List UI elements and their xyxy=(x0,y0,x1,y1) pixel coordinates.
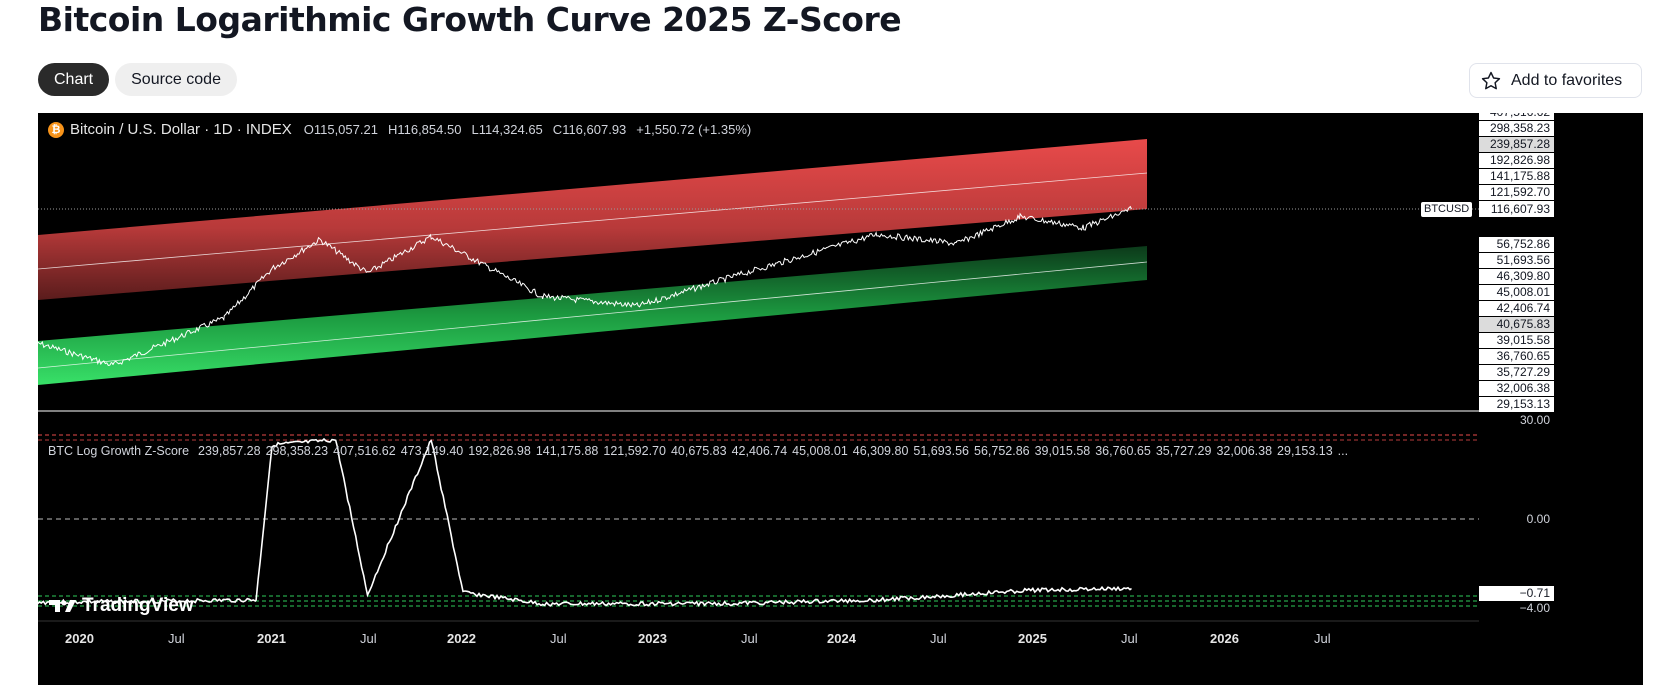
price-axis-label: 36,760.65 xyxy=(1479,349,1554,364)
indicator-name[interactable]: BTC Log Growth Z-Score xyxy=(48,444,190,458)
time-axis-year: 2020 xyxy=(65,631,94,646)
last-price-label: 116,607.93 xyxy=(1479,201,1554,217)
zscore-axis-mid: 0.00 xyxy=(1526,512,1550,526)
zscore-axis-top: 30.00 xyxy=(1519,413,1550,427)
indicator-value: 407,516.62 xyxy=(333,444,396,458)
ohlc-open: O115,057.21 xyxy=(303,122,378,137)
ohlc-high: H116,854.50 xyxy=(387,122,462,137)
price-axis-label: 32,006.38 xyxy=(1479,381,1554,396)
price-axis-label: 298,358.23 xyxy=(1479,121,1554,136)
indicator-value: 51,693.56 xyxy=(913,444,969,458)
price-axis-label: 51,693.56 xyxy=(1479,253,1554,268)
indicator-value: 473,149.40 xyxy=(400,444,464,458)
indicator-value: 39,015.58 xyxy=(1034,444,1091,458)
chart-canvas[interactable] xyxy=(38,113,1643,685)
zscore-series-line xyxy=(38,437,1132,607)
price-axis-label: 121,592.70 xyxy=(1479,185,1554,200)
time-axis-month: Jul xyxy=(930,631,947,646)
time-axis-year: 2022 xyxy=(447,631,476,646)
indicator-value: 35,727.29 xyxy=(1155,444,1212,458)
price-axis-label: 40,675.83 xyxy=(1479,317,1554,332)
symbol-name[interactable]: Bitcoin / U.S. Dollar · 1D · INDEX xyxy=(70,121,292,138)
price-axis[interactable]: 407,516.62298,358.23239,857.28192,826.98… xyxy=(1479,113,1554,685)
indicator-value: 141,175.88 xyxy=(535,444,599,458)
price-axis-label: 39,015.58 xyxy=(1479,333,1554,348)
add-to-favorites-label: Add to favorites xyxy=(1511,71,1623,89)
indicator-value: 45,008.01 xyxy=(792,444,848,458)
star-icon xyxy=(1481,71,1501,89)
upper-band xyxy=(38,139,1147,300)
price-axis-label: 42,406.74 xyxy=(1479,301,1554,316)
indicator-value: 192,826.98 xyxy=(468,444,531,458)
symbol-tag: BTCUSD xyxy=(1421,202,1473,217)
price-axis-label: 407,516.62 xyxy=(1479,113,1554,120)
price-series-line xyxy=(38,205,1132,366)
tradingview-text: TradingView xyxy=(82,595,194,616)
indicator-value: 298,358.23 xyxy=(265,444,329,458)
lower-band xyxy=(38,246,1147,385)
time-axis-month: Jul xyxy=(1121,631,1138,646)
indicator-value: 40,675.83 xyxy=(670,444,727,458)
time-axis-year: 2024 xyxy=(827,631,856,646)
upper-band-midline xyxy=(38,172,1148,270)
ohlc-close: C116,607.93 xyxy=(552,122,627,137)
indicator-value: ... xyxy=(1337,444,1349,458)
ohlc-low: L114,324.65 xyxy=(471,122,543,137)
indicator-value: 121,592.70 xyxy=(603,444,666,458)
time-axis-month: Jul xyxy=(741,631,758,646)
chart-area[interactable]: ₿ Bitcoin / U.S. Dollar · 1D · INDEX O11… xyxy=(38,113,1643,685)
price-axis-label: 45,008.01 xyxy=(1479,285,1554,300)
tab-source-code[interactable]: Source code xyxy=(115,63,237,96)
indicator-value: 46,309.80 xyxy=(852,444,909,458)
indicator-value: 36,760.65 xyxy=(1095,444,1151,458)
time-axis-month: Jul xyxy=(360,631,377,646)
indicator-value: 239,857.28 xyxy=(198,444,261,458)
lower-band-midline xyxy=(38,261,1148,369)
time-axis-year: 2021 xyxy=(257,631,286,646)
indicator-value: 56,752.86 xyxy=(974,444,1030,458)
price-axis-label: 35,727.29 xyxy=(1479,365,1554,380)
price-axis-label: 239,857.28 xyxy=(1479,137,1554,152)
indicator-legend[interactable]: BTC Log Growth Z-Score 239,857.28 298,358… xyxy=(48,444,1348,458)
time-axis-month: Jul xyxy=(1314,631,1331,646)
price-axis-label: 141,175.88 xyxy=(1479,169,1554,184)
add-to-favorites-button[interactable]: Add to favorites xyxy=(1469,63,1642,98)
time-axis-year: 2023 xyxy=(638,631,667,646)
zscore-current-value: −0.71 xyxy=(1479,586,1554,601)
zscore-axis-bottom: −4.00 xyxy=(1519,601,1550,615)
indicator-value: 32,006.38 xyxy=(1216,444,1273,458)
price-axis-label: 46,309.80 xyxy=(1479,269,1554,284)
ohlc-change: +1,550.72 (+1.35%) xyxy=(636,122,752,137)
tradingview-logo-icon xyxy=(49,600,76,612)
price-axis-label: 192,826.98 xyxy=(1479,153,1554,168)
bitcoin-logo-icon: ₿ xyxy=(48,121,64,138)
price-axis-label: 29,153.13 xyxy=(1479,397,1554,412)
main-legend[interactable]: ₿ Bitcoin / U.S. Dollar · 1D · INDEX O11… xyxy=(48,121,755,138)
time-axis-year: 2025 xyxy=(1018,631,1047,646)
tab-chart[interactable]: Chart xyxy=(38,63,110,96)
indicator-value: 42,406.74 xyxy=(731,444,788,458)
time-axis-month: Jul xyxy=(550,631,567,646)
time-axis-month: Jul xyxy=(168,631,185,646)
tradingview-watermark: TradingView xyxy=(48,595,194,617)
time-axis-year: 2026 xyxy=(1210,631,1239,646)
price-axis-label: 56,752.86 xyxy=(1479,237,1554,252)
page-title: Bitcoin Logarithmic Growth Curve 2025 Z-… xyxy=(38,0,902,39)
tab-bar: Chart Source code xyxy=(38,63,237,96)
indicator-value: 29,153.13 xyxy=(1277,444,1333,458)
